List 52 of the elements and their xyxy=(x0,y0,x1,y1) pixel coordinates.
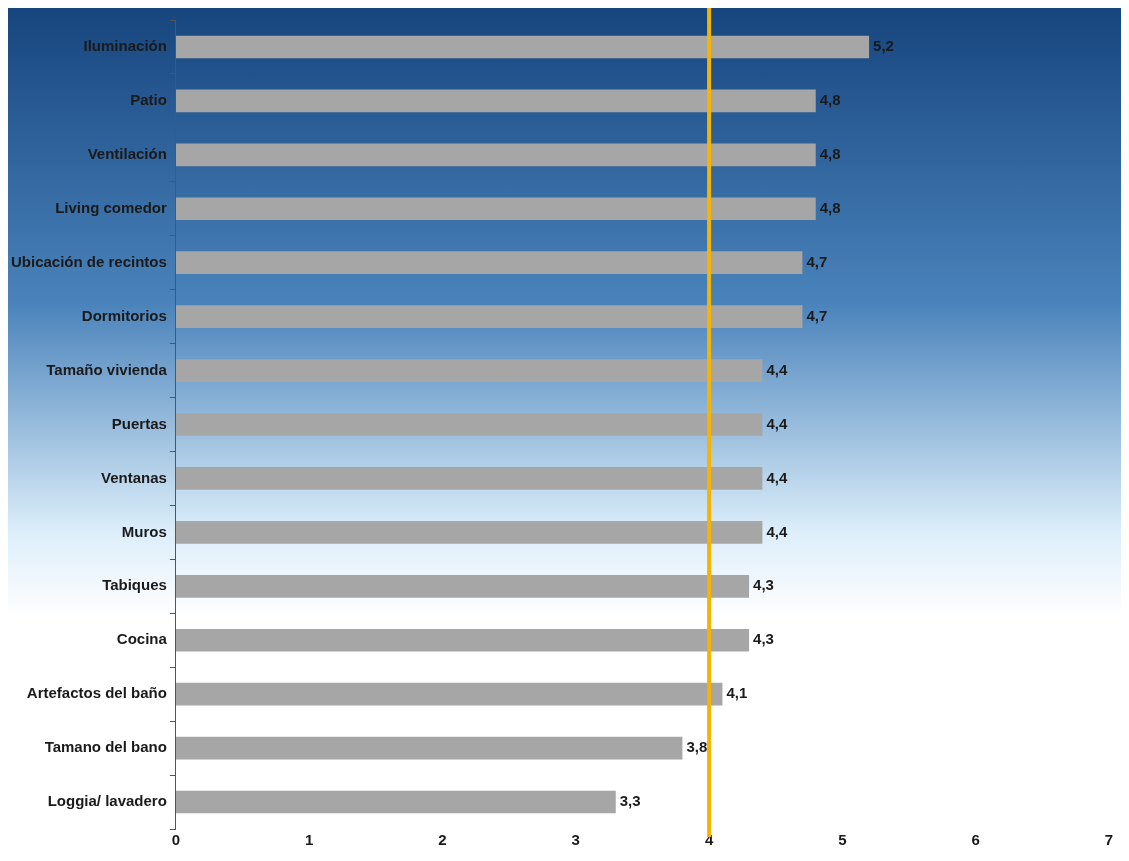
data-label: 4,4 xyxy=(766,522,788,540)
y-tick-label: Tamano del bano xyxy=(44,738,167,756)
data-label: 4,1 xyxy=(726,684,748,702)
bar xyxy=(175,143,816,167)
x-tick-label: 6 xyxy=(971,831,980,849)
y-tick-label: Loggia/ lavadero xyxy=(47,792,167,810)
bar xyxy=(175,89,816,113)
data-label: 4,8 xyxy=(819,198,841,216)
data-label: 4,7 xyxy=(806,306,828,324)
y-tick-label: Cocina xyxy=(116,630,168,648)
y-tick-label: Ventanas xyxy=(101,468,167,486)
data-label: 3,3 xyxy=(619,792,641,810)
bar xyxy=(175,521,763,544)
data-label: 4,4 xyxy=(766,468,788,486)
bar xyxy=(175,359,763,382)
data-label: 4,4 xyxy=(766,414,788,432)
data-label: 4,4 xyxy=(766,360,788,378)
x-tick-label: 3 xyxy=(571,831,580,849)
bar xyxy=(175,251,803,275)
data-label: 5,2 xyxy=(873,37,894,55)
data-label: 3,8 xyxy=(686,738,708,756)
x-tick-label: 1 xyxy=(305,831,314,849)
y-tick-label: Iluminación xyxy=(83,37,167,55)
y-tick-label: Tamaño vivienda xyxy=(46,360,168,378)
x-tick-label: 7 xyxy=(1104,831,1114,849)
bar xyxy=(175,574,750,598)
bar xyxy=(175,628,750,652)
y-tick-label: Puertas xyxy=(111,414,167,432)
bar xyxy=(175,197,816,221)
y-tick-label: Tabiques xyxy=(102,576,167,594)
y-tick-label: Muros xyxy=(121,522,167,540)
y-tick-label: Patio xyxy=(130,91,167,109)
bar xyxy=(175,467,763,490)
y-tick-label: Dormitorios xyxy=(81,306,167,324)
bar xyxy=(175,305,803,328)
data-label: 4,7 xyxy=(806,252,828,270)
bar xyxy=(175,35,870,59)
x-tick-label: 5 xyxy=(838,831,847,849)
bar xyxy=(175,413,763,436)
y-tick-label: Artefactos del baño xyxy=(26,684,167,702)
x-tick-label: 2 xyxy=(438,831,447,849)
y-tick-label: Ventilación xyxy=(87,144,167,162)
data-label: 4,8 xyxy=(819,144,841,162)
bar xyxy=(175,736,683,760)
data-label: 4,3 xyxy=(753,630,774,648)
data-label: 4,8 xyxy=(819,91,841,109)
bar xyxy=(175,790,616,814)
x-tick-label: 0 xyxy=(171,831,181,849)
y-tick-label: Ubicación de recintos xyxy=(11,252,167,270)
y-tick-label: Living comedor xyxy=(55,198,168,216)
data-label: 4,3 xyxy=(753,576,774,594)
bar xyxy=(175,682,723,706)
